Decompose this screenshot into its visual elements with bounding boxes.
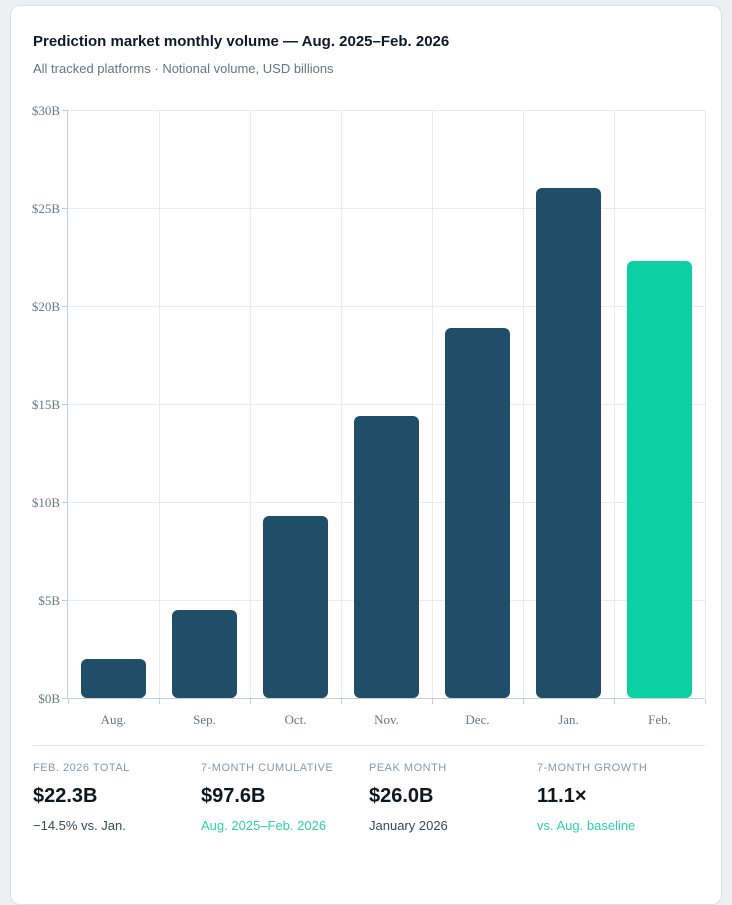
stat-value: 11.1×	[537, 785, 587, 807]
bar-sep	[172, 609, 237, 698]
stat-sublabel: −14.5% vs. Jan.	[33, 818, 126, 833]
bar-oct	[263, 515, 328, 698]
x-tick-label: Dec.	[465, 712, 490, 727]
x-gridline	[340, 110, 342, 698]
y-tick-mark	[62, 501, 67, 503]
y-tick-mark	[62, 697, 67, 699]
x-tick-mark	[613, 699, 615, 704]
y-tick-label: $0B	[38, 691, 60, 706]
y-tick-label: $30B	[31, 103, 60, 118]
y-gridline	[68, 207, 705, 209]
bar-chart: $0B $5B $10B $15B $20B $25B $30B Aug. Sep. Oct. No…	[11, 82, 721, 737]
y-gridline	[68, 305, 705, 307]
bar-jan	[536, 188, 601, 698]
stat-label: FEB. 2026 TOTAL	[33, 762, 130, 774]
y-gridline	[68, 403, 705, 405]
x-gridline	[704, 110, 706, 698]
stat-value: $97.6B	[201, 785, 266, 807]
page-subtitle: All tracked platforms · Notional volume,…	[33, 61, 334, 76]
x-tick-mark	[522, 699, 524, 704]
stat-value: $26.0B	[369, 785, 434, 807]
y-tick-label: $10B	[31, 495, 60, 510]
card-header: Prediction market monthly volume — Aug. …	[11, 6, 721, 76]
x-tick-label: Aug.	[100, 712, 127, 727]
x-tick-label: Jan.	[558, 712, 579, 727]
y-tick-mark	[62, 403, 67, 405]
divider	[33, 745, 705, 746]
y-tick-mark	[62, 207, 67, 209]
x-gridline	[431, 110, 433, 698]
stats-row: FEB. 2026 TOTAL $22.3B −14.5% vs. Jan. 7…	[11, 746, 721, 863]
x-tick-label: Feb.	[648, 712, 671, 727]
stat-label: PEAK MONTH	[369, 762, 447, 774]
stat-cumulative: 7-MONTH CUMULATIVE $97.6B Aug. 2025–Feb.…	[201, 762, 369, 833]
y-gridline	[68, 109, 705, 111]
chart-card: Prediction market monthly volume — Aug. …	[10, 5, 722, 905]
x-tick-mark	[704, 699, 706, 704]
stat-growth: 7-MONTH GROWTH 11.1× vs. Aug. baseline	[537, 762, 705, 833]
x-tick-mark	[249, 699, 251, 704]
stat-feb-total: FEB. 2026 TOTAL $22.3B −14.5% vs. Jan.	[33, 762, 201, 833]
x-tick-label: Sep.	[193, 712, 216, 727]
bar-dec	[445, 327, 510, 698]
y-tick-mark	[62, 109, 67, 111]
x-gridline	[522, 110, 524, 698]
stat-label: 7-MONTH GROWTH	[537, 762, 648, 774]
plot-area: $0B $5B $10B $15B $20B $25B $30B Aug. Sep. Oct. No…	[32, 104, 706, 727]
y-tick-label: $5B	[38, 593, 60, 608]
x-tick-label: Oct.	[284, 712, 307, 727]
y-tick-label: $20B	[31, 299, 60, 314]
page-title: Prediction market monthly volume — Aug. …	[33, 33, 450, 50]
x-gridline	[249, 110, 251, 698]
x-tick-label: Nov.	[374, 712, 399, 727]
x-tick-mark	[158, 699, 160, 704]
x-tick-mark	[67, 699, 69, 704]
bar-nov	[354, 415, 419, 698]
x-tick-mark	[340, 699, 342, 704]
bar-aug	[81, 658, 146, 698]
stat-value: $22.3B	[33, 785, 98, 807]
x-gridline	[158, 110, 160, 698]
stat-peak-month: PEAK MONTH $26.0B January 2026	[369, 762, 537, 833]
y-tick-mark	[62, 599, 67, 601]
y-tick-mark	[62, 305, 67, 307]
y-tick-label: $15B	[31, 397, 60, 412]
bar-feb	[627, 260, 692, 698]
x-tick-mark	[431, 699, 433, 704]
stat-sublabel: vs. Aug. baseline	[537, 818, 636, 833]
y-tick-label: $25B	[31, 201, 60, 216]
x-gridline	[613, 110, 615, 698]
stat-label: 7-MONTH CUMULATIVE	[201, 762, 334, 774]
stat-sublabel: Aug. 2025–Feb. 2026	[201, 818, 327, 833]
stat-sublabel: January 2026	[369, 818, 448, 833]
